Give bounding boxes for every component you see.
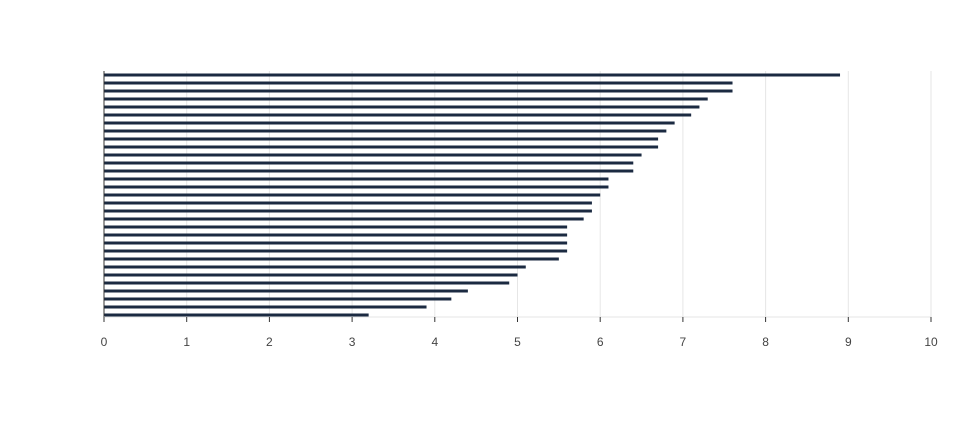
bar <box>104 169 634 173</box>
bar <box>104 137 659 141</box>
x-tick-label: 8 <box>762 335 769 349</box>
bar <box>104 249 568 253</box>
bar <box>104 73 841 77</box>
bar <box>104 201 592 205</box>
bar <box>104 305 427 309</box>
x-tick-label: 10 <box>924 335 938 349</box>
bar <box>104 153 642 157</box>
bar <box>104 313 369 317</box>
bar <box>104 225 568 229</box>
x-tick-label: 4 <box>431 335 438 349</box>
bar <box>104 177 609 181</box>
bar <box>104 281 510 285</box>
x-tick-label: 7 <box>680 335 687 349</box>
bar <box>104 265 526 269</box>
bar <box>104 289 468 293</box>
bar <box>104 273 518 277</box>
bar <box>104 129 667 133</box>
x-tick-label: 5 <box>514 335 521 349</box>
x-tick-label: 0 <box>101 335 108 349</box>
bar <box>104 193 601 197</box>
bar <box>104 97 708 101</box>
bar <box>104 241 568 245</box>
bars <box>104 73 841 317</box>
bar <box>104 217 584 221</box>
x-tick-label: 1 <box>183 335 190 349</box>
x-tick-label: 6 <box>597 335 604 349</box>
x-tick-label: 3 <box>349 335 356 349</box>
bar <box>104 185 609 189</box>
x-tick-label: 2 <box>266 335 273 349</box>
bar <box>104 257 559 261</box>
x-tick-labels: 0 1 2 3 4 5 6 7 8 9 10 <box>101 317 938 349</box>
x-tick-label: 9 <box>845 335 852 349</box>
bar <box>104 209 592 213</box>
bar <box>104 113 692 117</box>
bar <box>104 145 659 149</box>
bar <box>104 121 675 125</box>
bar <box>104 233 568 237</box>
bar <box>104 297 452 301</box>
bar <box>104 89 733 93</box>
bar <box>104 161 634 165</box>
bar <box>104 105 700 109</box>
bar <box>104 81 733 85</box>
